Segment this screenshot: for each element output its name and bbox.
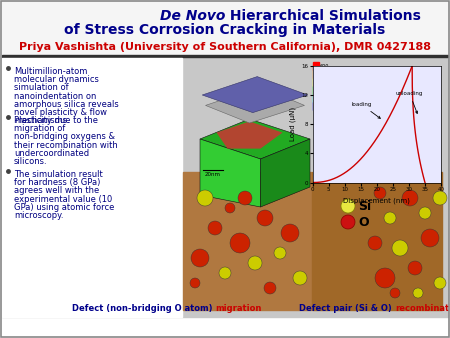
Polygon shape <box>200 119 310 159</box>
Circle shape <box>257 210 273 226</box>
Bar <box>312 172 442 310</box>
Bar <box>313 78 319 86</box>
Text: Defect pair (Si & O): Defect pair (Si & O) <box>299 304 395 313</box>
Circle shape <box>208 221 222 235</box>
Bar <box>2 58 448 317</box>
Circle shape <box>281 224 299 242</box>
Text: loading: loading <box>351 102 380 118</box>
Text: Priya Vashishta (University of Southern California), DMR 0427188: Priya Vashishta (University of Southern … <box>19 42 431 52</box>
Text: their recombination with: their recombination with <box>14 141 118 150</box>
Text: 600: 600 <box>320 64 329 69</box>
Circle shape <box>375 268 395 288</box>
Text: silicons.: silicons. <box>14 157 48 166</box>
X-axis label: Displacement (nm): Displacement (nm) <box>343 197 410 204</box>
Circle shape <box>384 212 396 224</box>
Circle shape <box>368 236 382 250</box>
Text: GPa) using atomic force: GPa) using atomic force <box>14 203 114 212</box>
Circle shape <box>248 256 262 270</box>
Text: novel plasticity & flow: novel plasticity & flow <box>14 108 107 117</box>
Circle shape <box>374 187 386 199</box>
Text: O: O <box>358 216 369 228</box>
Text: microscopy.: microscopy. <box>14 211 63 220</box>
Bar <box>313 62 319 70</box>
Text: experimental value (10: experimental value (10 <box>14 195 112 203</box>
Text: recombination: recombination <box>395 304 450 313</box>
Circle shape <box>197 190 213 206</box>
Circle shape <box>402 190 418 206</box>
Text: non-bridging oxygens &: non-bridging oxygens & <box>14 132 115 141</box>
Y-axis label: Load (μN): Load (μN) <box>289 107 296 141</box>
Circle shape <box>238 191 252 205</box>
Circle shape <box>264 282 276 294</box>
Text: Plasticity due to the: Plasticity due to the <box>14 116 98 125</box>
Text: Hierarchical Simulations: Hierarchical Simulations <box>225 9 421 23</box>
Text: 20nm: 20nm <box>205 172 221 177</box>
Circle shape <box>293 271 307 285</box>
Text: mechanisms.: mechanisms. <box>14 116 70 125</box>
Circle shape <box>230 233 250 253</box>
Circle shape <box>225 203 235 213</box>
Bar <box>313 70 319 78</box>
Text: Multimillion-atom: Multimillion-atom <box>14 67 87 76</box>
Bar <box>183 172 311 310</box>
Text: migration of: migration of <box>14 124 65 133</box>
Text: De Novo: De Novo <box>160 9 225 23</box>
Circle shape <box>191 249 209 267</box>
Text: molecular dynamics: molecular dynamics <box>14 75 99 84</box>
Bar <box>313 94 319 102</box>
Text: 0 (K): 0 (K) <box>320 103 332 108</box>
Text: for hardness (8 GPa): for hardness (8 GPa) <box>14 178 100 187</box>
Circle shape <box>434 277 446 289</box>
Text: simulation of: simulation of <box>14 83 68 92</box>
Text: nanoindentation on: nanoindentation on <box>14 92 96 101</box>
Bar <box>2 58 182 317</box>
Bar <box>2 1 448 55</box>
Bar <box>313 86 319 94</box>
Text: amorphous silica reveals: amorphous silica reveals <box>14 100 119 109</box>
Polygon shape <box>202 77 308 113</box>
Circle shape <box>413 288 423 298</box>
Text: Defect (non-bridging O atom): Defect (non-bridging O atom) <box>72 304 215 313</box>
Circle shape <box>341 215 355 229</box>
Circle shape <box>433 191 447 205</box>
Bar <box>2 55 448 57</box>
Polygon shape <box>200 139 261 207</box>
Circle shape <box>421 229 439 247</box>
Text: of Stress Corrosion Cracking in Materials: of Stress Corrosion Cracking in Material… <box>64 23 386 37</box>
Circle shape <box>408 261 422 275</box>
Text: 300: 300 <box>320 79 329 84</box>
Polygon shape <box>206 87 305 123</box>
Text: unloading: unloading <box>396 91 423 114</box>
Circle shape <box>392 240 408 256</box>
Text: undercoordinated: undercoordinated <box>14 149 89 158</box>
Circle shape <box>419 207 431 219</box>
Bar <box>313 102 319 110</box>
Circle shape <box>274 247 286 259</box>
Text: The simulation result: The simulation result <box>14 170 103 179</box>
Polygon shape <box>261 139 310 207</box>
Polygon shape <box>216 121 283 149</box>
Circle shape <box>190 278 200 288</box>
Circle shape <box>219 267 231 279</box>
Text: agrees well with the: agrees well with the <box>14 186 99 195</box>
Circle shape <box>390 288 400 298</box>
Text: Si: Si <box>358 199 371 213</box>
Circle shape <box>341 199 355 213</box>
Text: migration: migration <box>215 304 261 313</box>
